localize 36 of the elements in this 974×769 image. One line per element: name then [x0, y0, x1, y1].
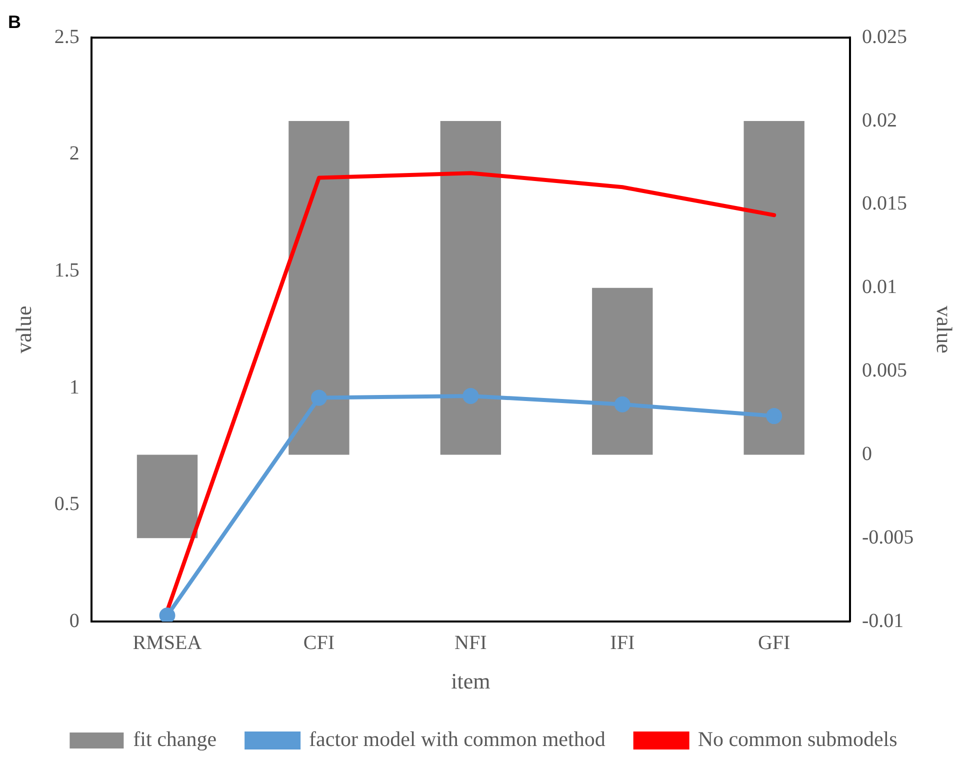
- point: [310, 390, 327, 406]
- y-tick-label: 0: [69, 610, 80, 632]
- bar: [592, 288, 653, 455]
- y-tick-label: 1: [69, 376, 80, 398]
- x-tick-label: NFI: [454, 632, 487, 654]
- chart-title: B: [8, 12, 21, 32]
- point: [614, 396, 630, 412]
- legend-label: No common submodels: [698, 727, 898, 752]
- y-tick-label: 2.5: [54, 26, 80, 48]
- y2-tick-label: 0.02: [862, 109, 897, 132]
- y2-tick-label: 0.005: [862, 360, 907, 382]
- bar: [136, 454, 198, 538]
- legend-label: factor model with common method: [309, 727, 606, 752]
- y2-tick-label: -0.005: [862, 526, 914, 548]
- y2-tick-label: 0.025: [862, 26, 907, 48]
- y2-tick-label: 0: [862, 442, 872, 465]
- x-tick-label: CFI: [303, 632, 335, 654]
- y2-tick-label: 0.01: [862, 276, 897, 298]
- bar: [744, 121, 804, 455]
- y2-axis-title: value: [932, 306, 958, 354]
- y2-tick-label: -0.01: [862, 610, 904, 632]
- point: [159, 608, 176, 622]
- point: [462, 388, 479, 404]
- x-tick-label: IFI: [610, 632, 635, 654]
- y2-tick-label: 0.015: [862, 192, 907, 215]
- x-tick-label: RMSEA: [132, 632, 202, 654]
- bar: [288, 121, 350, 455]
- y-axis-title: value: [10, 306, 36, 354]
- legend-label: fit change: [133, 727, 217, 752]
- y-tick-label: 0.5: [54, 493, 80, 516]
- point: [766, 408, 782, 424]
- bar: [440, 121, 502, 455]
- x-tick-label: GFI: [758, 632, 790, 654]
- x-axis-title: item: [451, 668, 490, 694]
- y-tick-label: 1.5: [54, 259, 80, 282]
- y-tick-label: 2: [69, 142, 80, 165]
